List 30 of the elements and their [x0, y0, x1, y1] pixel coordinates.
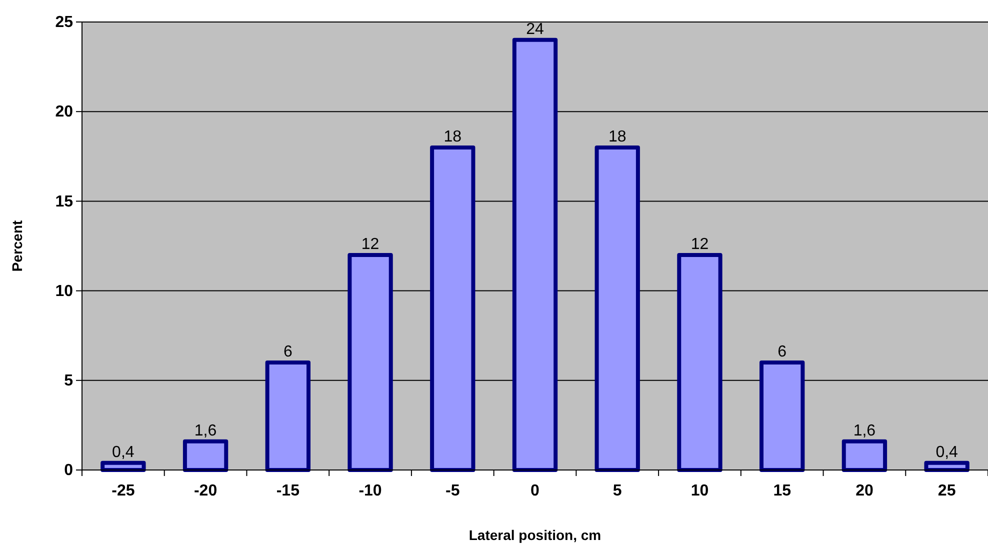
- data-label: 12: [361, 236, 380, 253]
- x-tick-label: 20: [856, 482, 874, 500]
- data-label: 1,6: [853, 422, 876, 440]
- x-tick-label: 15: [773, 482, 792, 500]
- x-tick-label: -25: [112, 482, 135, 500]
- x-tick-label: 10: [690, 482, 709, 500]
- y-tick-label: 10: [55, 282, 74, 300]
- y-tick-label: 25: [55, 14, 74, 32]
- x-tick-label: 0: [530, 482, 540, 500]
- data-label: 0,4: [936, 444, 958, 461]
- x-tick-label: 25: [938, 482, 956, 500]
- data-label: 18: [444, 128, 462, 146]
- data-label: 1,6: [194, 422, 217, 440]
- y-axis-title: Percent: [9, 220, 25, 272]
- data-label: 6: [283, 343, 292, 360]
- y-tick-label: 20: [55, 104, 74, 121]
- x-axis-title: Lateral position, cm: [468, 527, 602, 543]
- x-tick-label: -5: [446, 482, 460, 500]
- data-label: 24: [526, 20, 544, 38]
- y-tick-label: 5: [64, 372, 74, 390]
- y-tick-label: 0: [64, 462, 74, 480]
- y-tick-label: 15: [55, 193, 74, 210]
- data-label: 12: [690, 236, 709, 253]
- data-label: 0,4: [112, 444, 134, 461]
- x-tick-label: -20: [194, 482, 218, 500]
- x-tick-label: -15: [276, 482, 300, 500]
- data-label: 18: [608, 128, 626, 146]
- x-tick-label: -10: [358, 482, 382, 500]
- x-tick-label: 5: [612, 482, 622, 500]
- data-label: 6: [778, 343, 787, 360]
